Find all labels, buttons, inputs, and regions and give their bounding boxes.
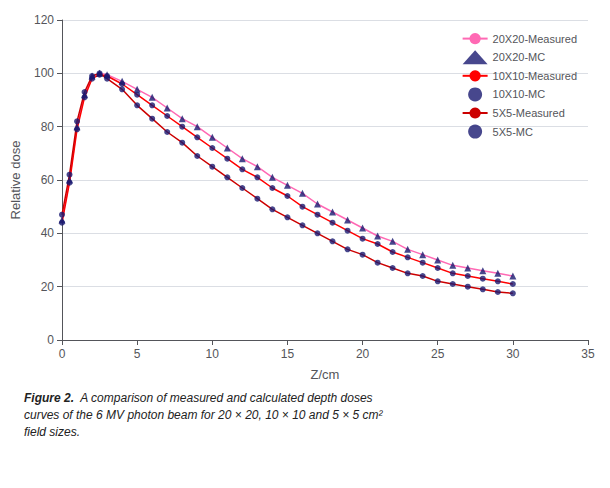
svg-text:20X20-Measured: 20X20-Measured [493, 33, 577, 45]
svg-text:20X20-MC: 20X20-MC [493, 51, 546, 63]
svg-text:curves of the 6 MV photon beam: curves of the 6 MV photon beam for 20 × … [24, 408, 384, 422]
svg-text:10X10-MC: 10X10-MC [493, 88, 546, 100]
svg-text:5X5-Measured: 5X5-Measured [493, 107, 565, 119]
svg-text:Relative dose: Relative dose [8, 141, 23, 220]
svg-text:5X5-MC: 5X5-MC [493, 126, 533, 138]
svg-text:15: 15 [281, 347, 295, 361]
svg-text:40: 40 [41, 226, 55, 240]
svg-text:Z/cm: Z/cm [311, 367, 340, 382]
svg-text:30: 30 [506, 347, 520, 361]
svg-text:5: 5 [134, 347, 141, 361]
svg-text:0: 0 [59, 347, 66, 361]
svg-text:25: 25 [431, 347, 445, 361]
svg-text:80: 80 [41, 120, 55, 134]
svg-text:10X10-Measured: 10X10-Measured [493, 70, 577, 82]
svg-text:Figure 2.: Figure 2. [24, 391, 74, 405]
svg-text:60: 60 [41, 173, 55, 187]
svg-text:20: 20 [41, 280, 55, 294]
svg-text:35: 35 [581, 347, 595, 361]
svg-text:0: 0 [47, 333, 54, 347]
svg-text:10: 10 [206, 347, 220, 361]
svg-text:100: 100 [34, 66, 54, 80]
svg-text:20: 20 [356, 347, 370, 361]
svg-text:field sizes.: field sizes. [24, 425, 80, 439]
svg-text:120: 120 [34, 13, 54, 27]
svg-text:A comparison of measured and c: A comparison of measured and calculated … [74, 391, 373, 405]
